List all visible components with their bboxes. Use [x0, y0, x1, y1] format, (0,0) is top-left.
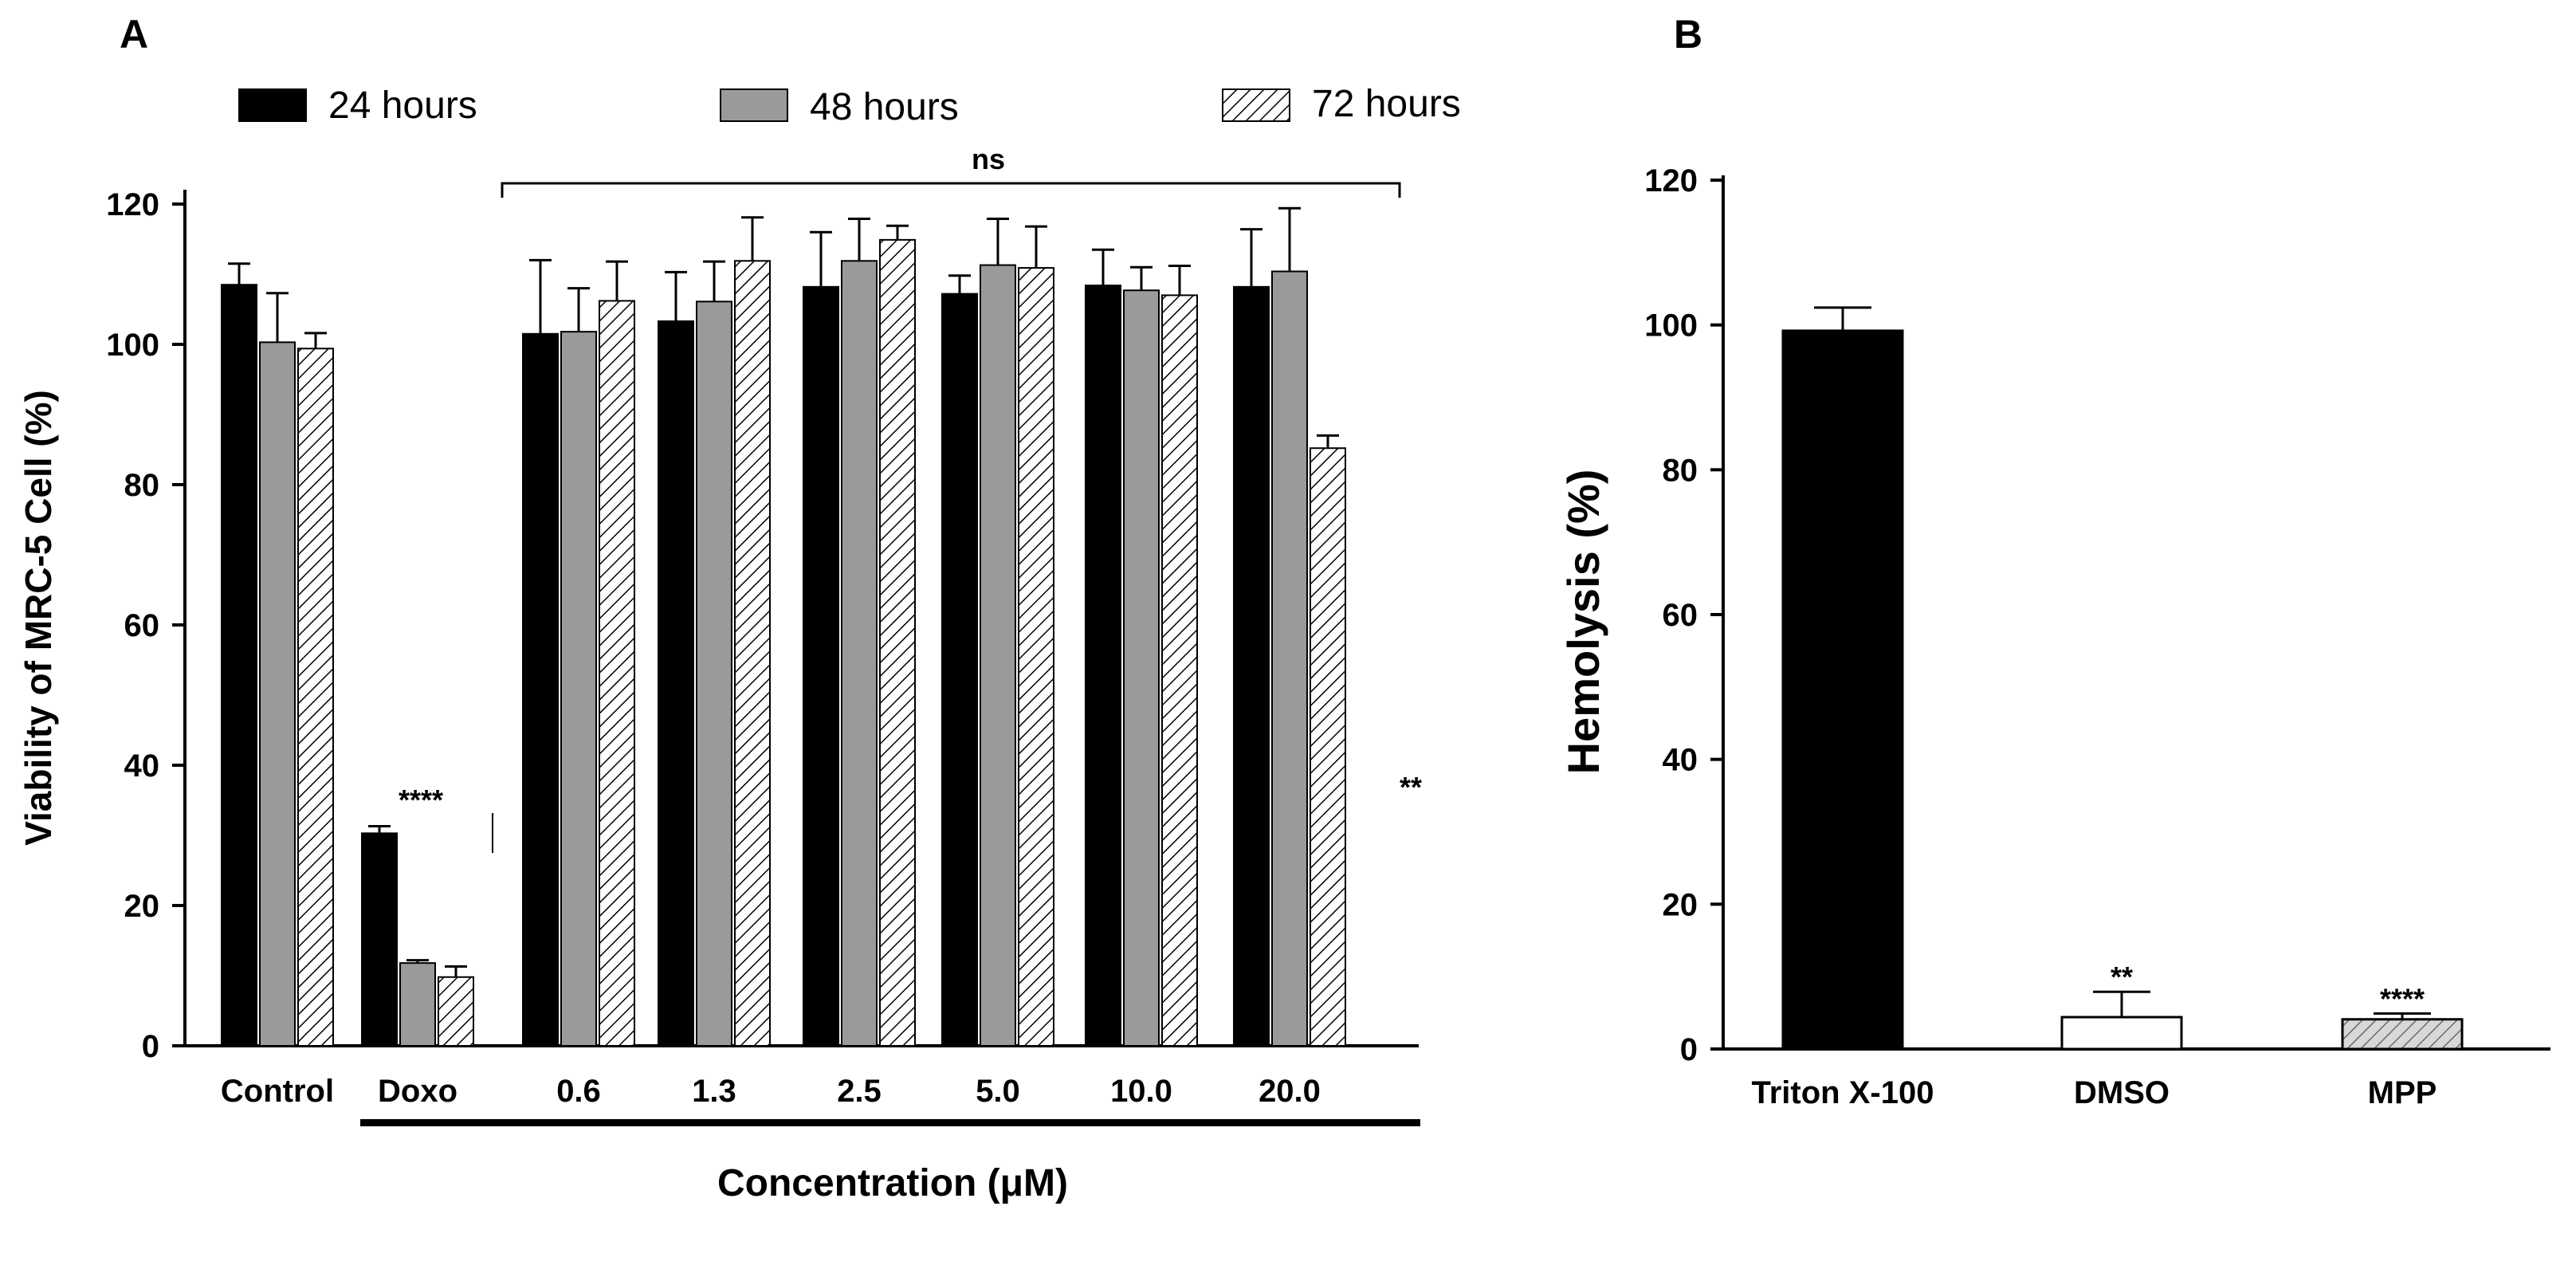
ns-annotation: ns: [972, 143, 1005, 175]
bar-72-hours-20.0: [1310, 447, 1346, 1047]
legend-label-48: 48 hours: [810, 86, 959, 128]
bar-72-hours-0.6: [599, 300, 635, 1047]
bar-MPP: [2341, 1018, 2464, 1051]
bar-72-hours-5.0: [1018, 267, 1054, 1047]
y-tick-label: 40: [124, 748, 160, 784]
ns-bracket: [501, 182, 1401, 198]
x-tick-label: Doxo: [378, 1074, 457, 1109]
bar-48-hours-10.0: [1123, 289, 1160, 1047]
bar-24-hours-20.0: [1233, 285, 1270, 1047]
significance-1: **: [2111, 961, 2133, 993]
legend-swatch-48: [720, 88, 788, 122]
y-tick-label: 0: [1680, 1032, 1698, 1067]
x-tick-label: Control: [221, 1074, 334, 1109]
chart-b-y-title: Hemolysis (%): [1558, 469, 1608, 775]
bar-72-hours-Doxo: [438, 976, 474, 1047]
legend: 24 hours 48 hours 72 hours: [238, 83, 1461, 128]
x-tick-label: DMSO: [2074, 1075, 2170, 1110]
y-tick-label: 60: [1663, 598, 1698, 633]
y-tick-label: 100: [1644, 308, 1698, 344]
y-tick-label: 20: [1663, 887, 1698, 922]
y-tick-label: 120: [1644, 163, 1698, 198]
treatment-underline: [360, 1119, 1420, 1126]
y-tick-label: 80: [1663, 453, 1698, 488]
y-tick-label: 0: [142, 1029, 159, 1064]
legend-label-72: 72 hours: [1312, 83, 1461, 125]
chart-a: 0 20 40 60 80 100 120 Control Doxo 0.6 1.3 2.5 5.0 1…: [18, 143, 1422, 1204]
x-tick-label: 2.5: [837, 1074, 882, 1109]
bar-72-hours-10.0: [1161, 294, 1198, 1047]
y-tick-label: 60: [124, 608, 160, 643]
bar-24-hours-Control: [221, 284, 257, 1047]
x-tick-label: MPP: [2368, 1075, 2437, 1110]
bar-72-hours-1.3: [734, 260, 771, 1047]
y-tick-label: 20: [124, 889, 160, 924]
x-tick-label: 1.3: [692, 1074, 736, 1109]
y-tick-label: 80: [124, 468, 160, 503]
bar-48-hours-2.5: [841, 260, 878, 1047]
x-tick-label: 0.6: [556, 1074, 601, 1109]
bar-48-hours-0.6: [560, 331, 597, 1047]
bar-24-hours-Doxo: [361, 832, 398, 1047]
bar-24-hours-2.5: [803, 285, 839, 1047]
bar-24-hours-1.3: [658, 320, 694, 1047]
bar-48-hours-1.3: [696, 301, 732, 1047]
bar-48-hours-20.0: [1271, 270, 1308, 1047]
bar-48-hours-5.0: [980, 264, 1016, 1047]
x-tick-label: 5.0: [976, 1074, 1020, 1109]
legend-swatch-72: [1222, 88, 1290, 122]
chart-a-x-title: Concentration (μM): [717, 1162, 1068, 1204]
x-tick-label: Triton X-100: [1752, 1075, 1934, 1110]
x-tick-label: 10.0: [1110, 1074, 1172, 1109]
panel-a-letter: A: [120, 12, 148, 57]
legend-label-24: 24 hours: [328, 84, 477, 127]
bar-24-hours-5.0: [941, 293, 978, 1047]
bar-48-hours-Control: [259, 341, 296, 1047]
x-tick-label: 20.0: [1259, 1074, 1321, 1109]
bar-Triton-X-100: [1781, 329, 1904, 1051]
chart-a-y-title: Viability of MRC-5 Cell (%): [18, 390, 59, 846]
bar-24-hours-10.0: [1085, 285, 1121, 1047]
y-tick-label: 40: [1663, 743, 1698, 778]
bar-48-hours-Doxo: [399, 962, 436, 1047]
bar-72-hours-2.5: [879, 238, 916, 1047]
doxo-significance: ****: [399, 784, 443, 816]
bar-DMSO: [2060, 1016, 2183, 1051]
panel-b-letter: B: [1674, 12, 1702, 57]
significance-2: ****: [2380, 982, 2425, 1015]
y-tick-label: 100: [106, 328, 159, 363]
last-bar-significance: **: [1400, 771, 1422, 803]
y-tick-label: 120: [106, 187, 159, 222]
legend-swatch-24: [238, 88, 307, 122]
bar-24-hours-0.6: [522, 332, 559, 1047]
bar-72-hours-Control: [297, 348, 334, 1047]
